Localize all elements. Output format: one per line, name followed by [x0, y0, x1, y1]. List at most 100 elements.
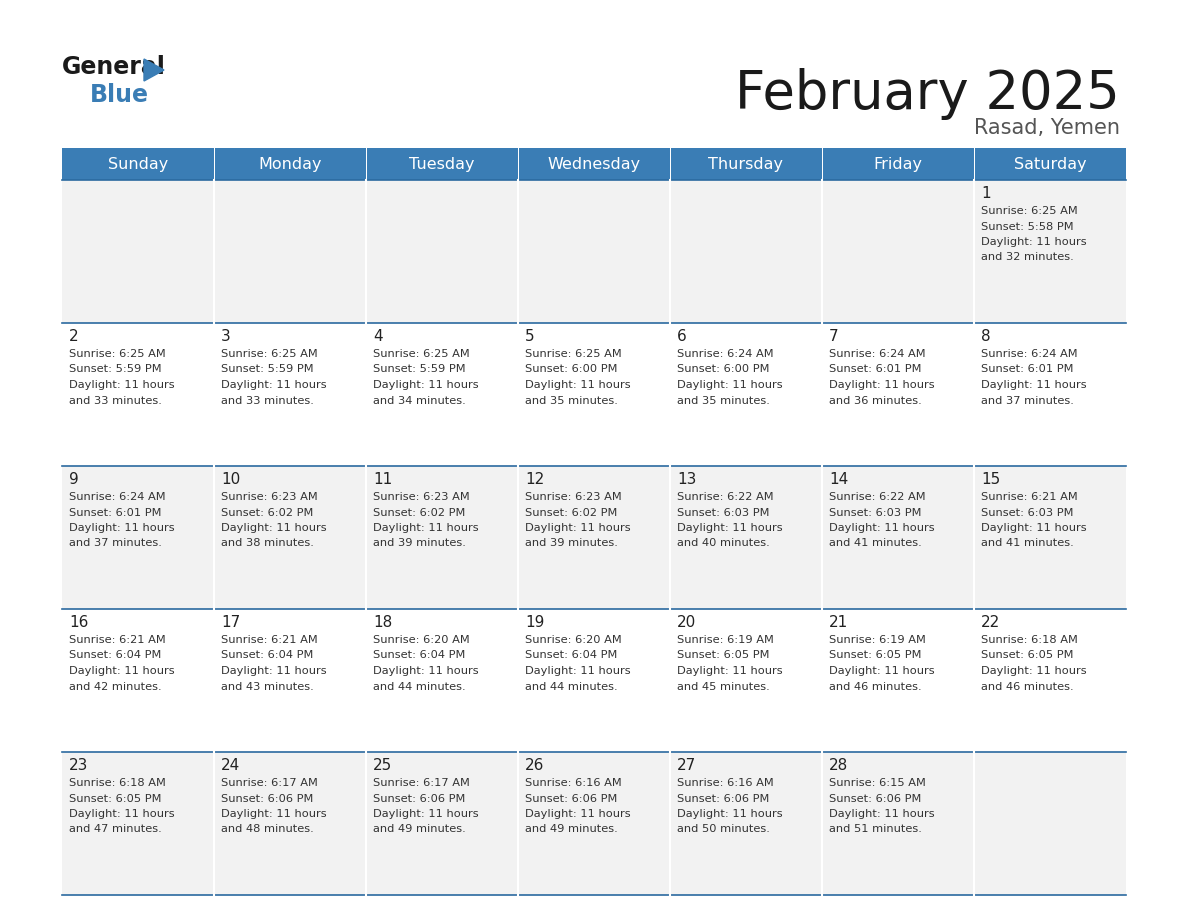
Text: Sunrise: 6:19 AM: Sunrise: 6:19 AM [677, 635, 773, 645]
Text: Daylight: 11 hours: Daylight: 11 hours [525, 666, 631, 676]
Text: 4: 4 [373, 329, 383, 344]
Text: Blue: Blue [90, 83, 148, 107]
Text: Sunrise: 6:23 AM: Sunrise: 6:23 AM [373, 492, 469, 502]
Text: Daylight: 11 hours: Daylight: 11 hours [69, 666, 175, 676]
Text: Sunday: Sunday [108, 156, 169, 172]
Text: and 35 minutes.: and 35 minutes. [525, 396, 618, 406]
Text: February 2025: February 2025 [735, 68, 1120, 120]
Text: Daylight: 11 hours: Daylight: 11 hours [677, 809, 783, 819]
Text: and 44 minutes.: and 44 minutes. [373, 681, 466, 691]
Text: Sunrise: 6:22 AM: Sunrise: 6:22 AM [829, 492, 925, 502]
Text: Daylight: 11 hours: Daylight: 11 hours [69, 380, 175, 390]
Bar [670, 148, 822, 180]
Text: 16: 16 [69, 615, 88, 630]
Text: and 35 minutes.: and 35 minutes. [677, 396, 770, 406]
Text: and 39 minutes.: and 39 minutes. [373, 539, 466, 548]
Text: Sunrise: 6:23 AM: Sunrise: 6:23 AM [525, 492, 621, 502]
Text: Daylight: 11 hours: Daylight: 11 hours [677, 523, 783, 533]
Text: and 38 minutes.: and 38 minutes. [221, 539, 314, 548]
Text: Daylight: 11 hours: Daylight: 11 hours [221, 380, 327, 390]
Text: Daylight: 11 hours: Daylight: 11 hours [525, 523, 631, 533]
Text: Rasad, Yemen: Rasad, Yemen [974, 118, 1120, 138]
Text: and 50 minutes.: and 50 minutes. [677, 824, 770, 834]
Text: Sunrise: 6:15 AM: Sunrise: 6:15 AM [829, 778, 925, 788]
Text: Daylight: 11 hours: Daylight: 11 hours [981, 666, 1087, 676]
Text: Sunset: 6:04 PM: Sunset: 6:04 PM [69, 651, 162, 660]
Text: and 33 minutes.: and 33 minutes. [221, 396, 314, 406]
Bar [62, 609, 1126, 752]
Text: Sunrise: 6:19 AM: Sunrise: 6:19 AM [829, 635, 925, 645]
Text: and 49 minutes.: and 49 minutes. [373, 824, 466, 834]
Text: and 34 minutes.: and 34 minutes. [373, 396, 466, 406]
Text: 23: 23 [69, 758, 88, 773]
Text: Wednesday: Wednesday [548, 156, 640, 172]
Text: 15: 15 [981, 472, 1000, 487]
Text: Sunset: 6:06 PM: Sunset: 6:06 PM [221, 793, 314, 803]
Bar [214, 148, 366, 180]
Text: Sunrise: 6:23 AM: Sunrise: 6:23 AM [221, 492, 317, 502]
Text: Daylight: 11 hours: Daylight: 11 hours [373, 380, 479, 390]
Text: and 51 minutes.: and 51 minutes. [829, 824, 922, 834]
Text: Sunset: 6:02 PM: Sunset: 6:02 PM [221, 508, 314, 518]
Text: 24: 24 [221, 758, 240, 773]
Text: Sunrise: 6:18 AM: Sunrise: 6:18 AM [981, 635, 1078, 645]
Text: and 33 minutes.: and 33 minutes. [69, 396, 162, 406]
Text: and 46 minutes.: and 46 minutes. [981, 681, 1074, 691]
Text: Sunset: 5:59 PM: Sunset: 5:59 PM [69, 364, 162, 375]
Text: and 49 minutes.: and 49 minutes. [525, 824, 618, 834]
Bar [518, 148, 670, 180]
Text: 7: 7 [829, 329, 839, 344]
Text: Sunset: 6:01 PM: Sunset: 6:01 PM [981, 364, 1074, 375]
Text: Daylight: 11 hours: Daylight: 11 hours [829, 809, 935, 819]
Text: Sunrise: 6:16 AM: Sunrise: 6:16 AM [525, 778, 621, 788]
Text: Sunset: 6:01 PM: Sunset: 6:01 PM [69, 508, 162, 518]
Text: Sunset: 6:01 PM: Sunset: 6:01 PM [829, 364, 922, 375]
Text: Daylight: 11 hours: Daylight: 11 hours [981, 523, 1087, 533]
Text: Sunrise: 6:18 AM: Sunrise: 6:18 AM [69, 778, 166, 788]
Text: Daylight: 11 hours: Daylight: 11 hours [221, 809, 327, 819]
Text: Monday: Monday [258, 156, 322, 172]
Text: Daylight: 11 hours: Daylight: 11 hours [677, 380, 783, 390]
Text: Sunset: 6:04 PM: Sunset: 6:04 PM [525, 651, 618, 660]
Text: 11: 11 [373, 472, 392, 487]
Text: Sunrise: 6:22 AM: Sunrise: 6:22 AM [677, 492, 773, 502]
Text: 20: 20 [677, 615, 696, 630]
Text: Daylight: 11 hours: Daylight: 11 hours [69, 523, 175, 533]
Text: 26: 26 [525, 758, 544, 773]
Text: Sunrise: 6:21 AM: Sunrise: 6:21 AM [69, 635, 166, 645]
Text: and 41 minutes.: and 41 minutes. [829, 539, 922, 548]
Text: Sunset: 6:03 PM: Sunset: 6:03 PM [677, 508, 770, 518]
Text: Daylight: 11 hours: Daylight: 11 hours [981, 237, 1087, 247]
Text: Daylight: 11 hours: Daylight: 11 hours [829, 666, 935, 676]
Text: and 43 minutes.: and 43 minutes. [221, 681, 314, 691]
Text: 28: 28 [829, 758, 848, 773]
Text: and 32 minutes.: and 32 minutes. [981, 252, 1074, 263]
Text: Sunset: 6:00 PM: Sunset: 6:00 PM [525, 364, 618, 375]
Text: Sunrise: 6:20 AM: Sunrise: 6:20 AM [525, 635, 621, 645]
Text: Saturday: Saturday [1013, 156, 1086, 172]
Text: 13: 13 [677, 472, 696, 487]
Text: Daylight: 11 hours: Daylight: 11 hours [373, 523, 479, 533]
Text: and 41 minutes.: and 41 minutes. [981, 539, 1074, 548]
Text: Sunrise: 6:25 AM: Sunrise: 6:25 AM [373, 349, 469, 359]
Text: Sunrise: 6:24 AM: Sunrise: 6:24 AM [829, 349, 925, 359]
Bar [62, 180, 1126, 323]
Text: Daylight: 11 hours: Daylight: 11 hours [373, 809, 479, 819]
Text: Sunrise: 6:24 AM: Sunrise: 6:24 AM [69, 492, 165, 502]
Text: 6: 6 [677, 329, 687, 344]
Text: Sunrise: 6:25 AM: Sunrise: 6:25 AM [525, 349, 621, 359]
Text: Sunset: 5:58 PM: Sunset: 5:58 PM [981, 221, 1074, 231]
Bar [974, 148, 1126, 180]
Text: Daylight: 11 hours: Daylight: 11 hours [525, 809, 631, 819]
Text: Sunset: 6:03 PM: Sunset: 6:03 PM [981, 508, 1074, 518]
Text: and 40 minutes.: and 40 minutes. [677, 539, 770, 548]
Text: Sunset: 6:05 PM: Sunset: 6:05 PM [981, 651, 1074, 660]
Text: Sunrise: 6:17 AM: Sunrise: 6:17 AM [221, 778, 318, 788]
Text: Sunset: 6:02 PM: Sunset: 6:02 PM [373, 508, 466, 518]
Text: Sunrise: 6:25 AM: Sunrise: 6:25 AM [981, 206, 1078, 216]
Text: and 45 minutes.: and 45 minutes. [677, 681, 770, 691]
Text: 9: 9 [69, 472, 78, 487]
Text: Sunrise: 6:21 AM: Sunrise: 6:21 AM [221, 635, 317, 645]
Text: 12: 12 [525, 472, 544, 487]
Text: and 47 minutes.: and 47 minutes. [69, 824, 162, 834]
